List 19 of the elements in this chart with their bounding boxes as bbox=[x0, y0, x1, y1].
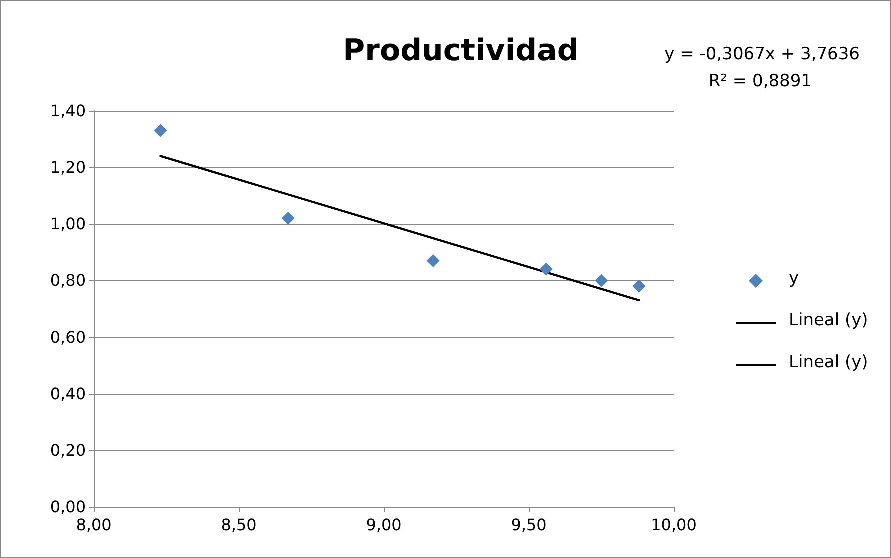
legend-label: Lineal (y) bbox=[789, 310, 868, 330]
x-tick-label: 9,50 bbox=[511, 516, 547, 534]
text: y = -0,3067x + 3,7636 bbox=[664, 44, 860, 64]
x-tick-label: 10,00 bbox=[651, 516, 697, 534]
y-tick-label: 0,20 bbox=[50, 440, 86, 460]
y-tick-label: 0,60 bbox=[50, 328, 86, 347]
x-tick-label: 9,00 bbox=[366, 516, 402, 534]
legend-label: Lineal (y) bbox=[789, 352, 868, 372]
y-tick-label: 0,80 bbox=[50, 271, 86, 290]
y-tick-label: 1,40 bbox=[50, 102, 86, 120]
chart-title: Productividad bbox=[343, 34, 579, 68]
y-tick-label: 0,00 bbox=[50, 498, 86, 516]
legend-label: y bbox=[789, 268, 800, 288]
text: R² = 0,8891 bbox=[708, 72, 812, 92]
x-tick-label: 8,00 bbox=[76, 516, 112, 534]
y-tick-label: 1,20 bbox=[50, 158, 86, 178]
y-tick-label: 1,00 bbox=[50, 214, 86, 234]
x-tick-label: 8,50 bbox=[221, 516, 257, 534]
y-tick-label: 0,40 bbox=[50, 384, 86, 404]
